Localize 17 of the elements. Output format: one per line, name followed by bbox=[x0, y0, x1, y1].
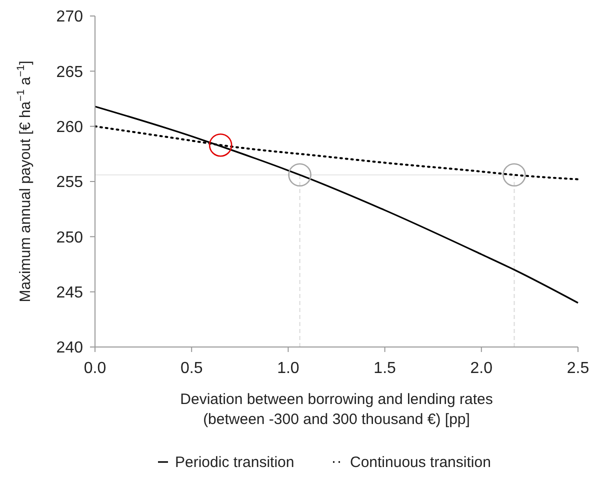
x-tick-label: 0.0 bbox=[84, 360, 106, 377]
x-tick-label: 0.5 bbox=[180, 360, 203, 377]
x-tick-label: 2.0 bbox=[470, 360, 493, 377]
legend-label: Periodic transition bbox=[175, 454, 294, 471]
y-tick-label: 265 bbox=[56, 64, 84, 81]
x-axis-title: Deviation between borrowing and lending rates (between -300 and 300 thousand €) [pp] bbox=[180, 391, 493, 428]
x-tick-label: 2.5 bbox=[566, 360, 590, 377]
legend-label: Continuous transition bbox=[350, 454, 491, 471]
y-tick-label: 250 bbox=[56, 229, 84, 246]
y-tick-label: 260 bbox=[56, 118, 84, 136]
y-tick-label: 270 bbox=[56, 8, 84, 26]
x-tick-label: 1.5 bbox=[374, 360, 396, 377]
y-tick-label: 240 bbox=[56, 340, 84, 357]
line-series bbox=[94, 106, 579, 304]
y-tick-label: 255 bbox=[56, 174, 84, 192]
y-tick-label: 245 bbox=[56, 284, 84, 302]
x-tick-label: 1.0 bbox=[277, 360, 300, 377]
